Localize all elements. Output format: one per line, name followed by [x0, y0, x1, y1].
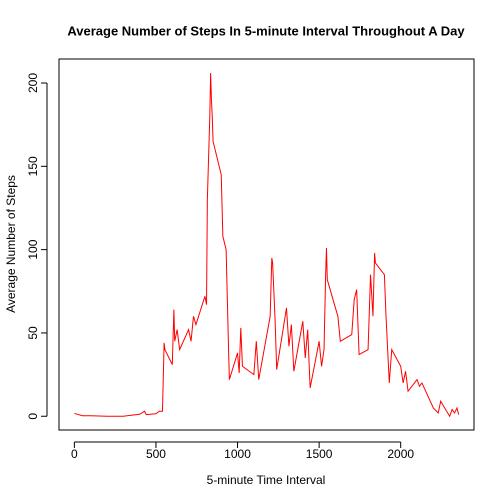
y-tick-label: 200 [26, 73, 40, 93]
x-tick-label: 2000 [387, 447, 414, 461]
y-axis-label: Average Number of Steps [4, 175, 18, 313]
x-tick-label: 1000 [224, 447, 251, 461]
y-tick-label: 150 [26, 156, 40, 176]
y-tick-label: 0 [26, 413, 40, 420]
x-tick-label: 0 [71, 447, 78, 461]
chart-title: Average Number of Steps In 5-minute Inte… [67, 23, 465, 38]
y-tick-label: 50 [26, 326, 40, 340]
y-tick-label: 100 [26, 239, 40, 259]
x-tick-label: 500 [146, 447, 166, 461]
x-tick-label: 1500 [306, 447, 333, 461]
data-line [74, 72, 460, 418]
x-axis-label: 5-minute Time Interval [207, 473, 326, 487]
plot-box [58, 58, 475, 431]
